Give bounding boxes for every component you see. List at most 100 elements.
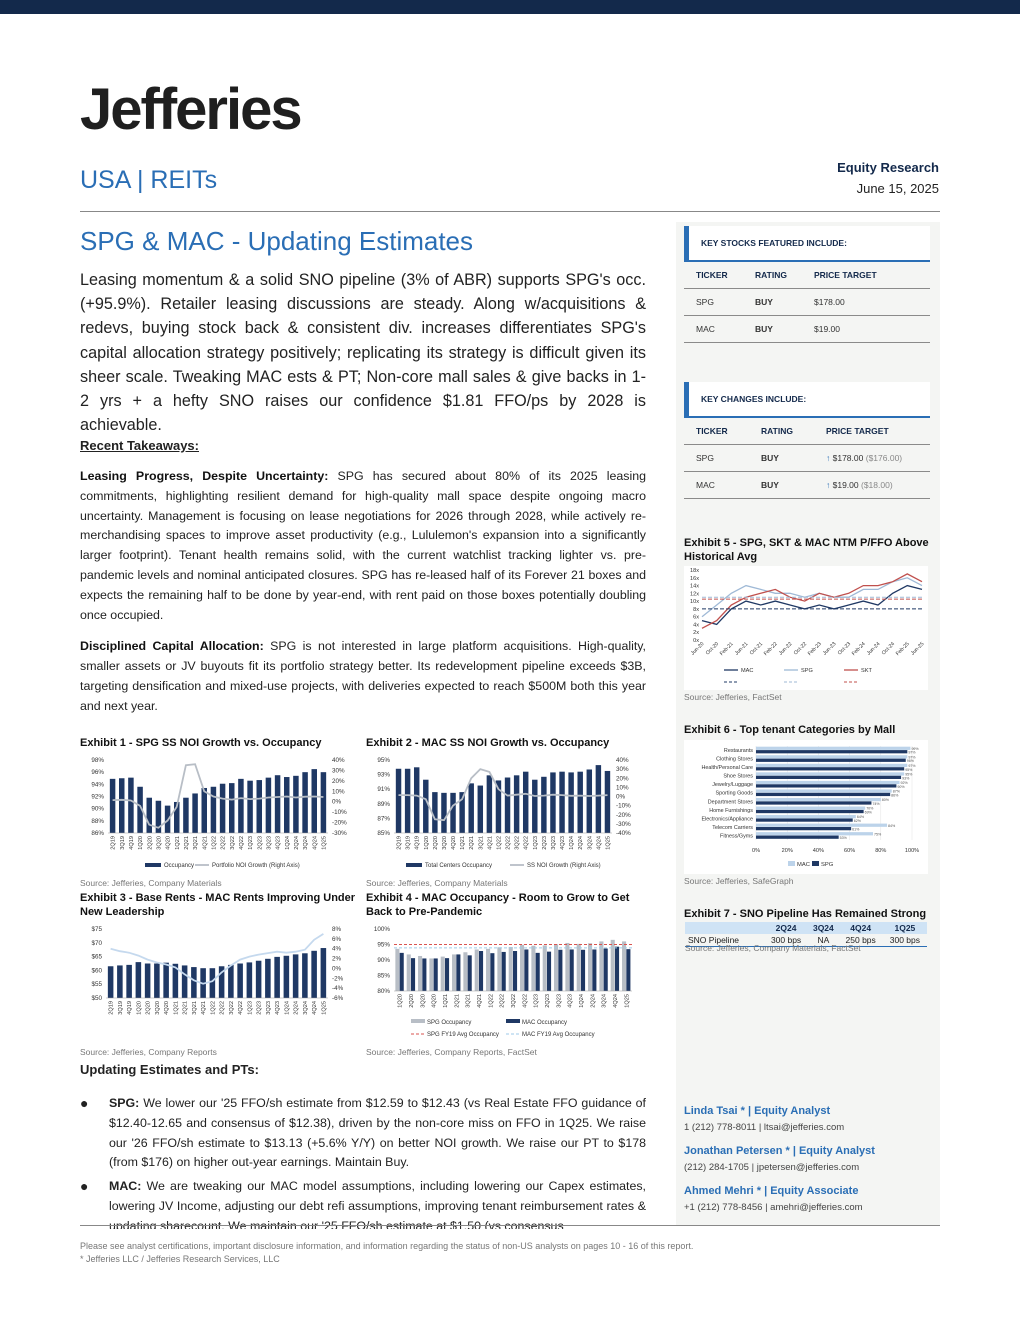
occupancy-bar bbox=[513, 775, 520, 833]
region-label: USA | REITs bbox=[80, 166, 218, 194]
x-tick-label: 3Q22 bbox=[511, 994, 517, 1008]
x-tick-label: 2Q24 bbox=[294, 836, 300, 850]
updating-bullets: ● SPG: We lower our '25 FFO/sh estimate f… bbox=[80, 1094, 646, 1229]
y-tick-label: 85% bbox=[377, 830, 390, 837]
series-line-skt bbox=[701, 573, 923, 629]
exhibit-1-chart: 98% 96% 94% 92% 90% 88% 86% 40% 30% 20% 10% 0% -10% -… bbox=[91, 757, 347, 869]
ticker-cell: SPG bbox=[684, 444, 749, 472]
x-tick-label: 4Q23 bbox=[276, 836, 282, 850]
occupancy-bar bbox=[119, 778, 125, 833]
data-label: 61% bbox=[852, 828, 860, 832]
occupancy-bar bbox=[468, 783, 474, 833]
x-tick-label: 2Q20 bbox=[147, 836, 153, 850]
x-tick-label: 1Q20 bbox=[424, 836, 430, 850]
occupancy-bar bbox=[586, 769, 593, 833]
occupancy-bar bbox=[292, 954, 299, 998]
x-tick-label: 1Q24 bbox=[285, 836, 291, 850]
exhibit-4-source: Source: Jefferies, Company Reports, Fact… bbox=[366, 1047, 537, 1057]
occupancy-bar bbox=[293, 775, 299, 833]
spg-occupancy-bar bbox=[542, 945, 547, 991]
key-changes-heading: KEY CHANGES INCLUDE: bbox=[701, 394, 807, 404]
x-tick-label: 4Q23 bbox=[560, 836, 566, 850]
exhibit-7-source: Source: Jefferies, Company Materials, Fa… bbox=[685, 943, 861, 953]
data-label: 97% bbox=[908, 764, 916, 768]
x-tick-label: 4Q20 bbox=[166, 836, 172, 850]
spg-occupancy-bar bbox=[531, 945, 536, 991]
analyst-name: Jonathan Petersen * | Equity Analyst bbox=[684, 1145, 875, 1157]
legend-swatch-spg bbox=[411, 1019, 425, 1023]
header-divider bbox=[80, 211, 940, 212]
department-label: Equity Research bbox=[837, 160, 939, 175]
category-label: Restaurants bbox=[724, 748, 753, 754]
legend-label: SPG Occupancy bbox=[427, 1020, 471, 1026]
x-tick-label: 2Q19 bbox=[109, 1001, 115, 1015]
exhibit-7-title: Exhibit 7 - SNO Pipeline Has Remained St… bbox=[684, 908, 927, 920]
spg-occupancy-bar bbox=[565, 942, 570, 991]
y-tick-label: $55 bbox=[91, 981, 102, 988]
x-tick-label: Jun-22 bbox=[778, 641, 794, 657]
data-label: 95% bbox=[905, 772, 913, 776]
pt-previous: ($18.00) bbox=[861, 480, 893, 490]
analyst-3: Ahmed Mehri * | Equity Associate +1 (212… bbox=[684, 1185, 863, 1213]
x-tick-label: 3Q20 bbox=[442, 836, 448, 850]
pt-value: $178.00 bbox=[832, 453, 864, 463]
legend-label: Occupancy bbox=[164, 863, 194, 869]
spg-bar bbox=[756, 758, 906, 762]
table-cell: 300 bps bbox=[882, 934, 927, 947]
disclosure-note: Please see analyst certifications, impor… bbox=[80, 1241, 694, 1251]
x-tick-label: 3Q23 bbox=[266, 1001, 272, 1015]
mac-occupancy-bar bbox=[513, 951, 518, 991]
x-tick-label: 4Q23 bbox=[275, 1001, 281, 1015]
legend-label: SPG bbox=[821, 862, 834, 868]
occupancy-bar bbox=[247, 780, 253, 833]
x-tick-label: 1Q21 bbox=[175, 836, 181, 850]
mac-bar bbox=[756, 755, 908, 759]
x-tick-label: 1Q23 bbox=[248, 836, 254, 850]
x-tick-label: 3Q20 bbox=[420, 994, 426, 1008]
spg-occupancy-bar bbox=[486, 948, 491, 991]
x-tick-label: 2Q24 bbox=[294, 1001, 300, 1015]
key-changes-header: KEY CHANGES INCLUDE: bbox=[684, 382, 930, 416]
x-tick-label: Feb-21 bbox=[719, 641, 735, 657]
analyst-2: Jonathan Petersen * | Equity Analyst (21… bbox=[684, 1145, 875, 1173]
spg-occupancy-bar bbox=[588, 943, 593, 991]
spg-bar bbox=[756, 835, 839, 839]
occupancy-bar bbox=[320, 772, 327, 833]
y-tick-label: 80% bbox=[377, 988, 390, 995]
occupancy-bar bbox=[128, 777, 134, 833]
x-tick-label: 3Q20 bbox=[155, 1001, 161, 1015]
y-tick-label: $50 bbox=[91, 995, 102, 1002]
key-stocks-heading: KEY STOCKS FEATURED INCLUDE: bbox=[701, 238, 847, 248]
occupancy-bar bbox=[302, 772, 308, 833]
exhibit-5-title: Exhibit 5 - SPG, SKT & MAC NTM P/FFO Abo… bbox=[684, 537, 929, 563]
paragraph-leasing: Leasing Progress, Despite Uncertainty: S… bbox=[80, 467, 646, 625]
x-tick-label: 4Q21 bbox=[477, 994, 483, 1008]
x-tick-label: 1Q24 bbox=[569, 836, 575, 850]
spg-occupancy-bar bbox=[418, 955, 423, 991]
x-tick-label: 1Q24 bbox=[284, 1001, 290, 1015]
x-tick-label: 1Q23 bbox=[247, 1001, 253, 1015]
occupancy-bar bbox=[404, 768, 411, 833]
spg-occupancy-bar bbox=[622, 941, 627, 991]
table-header-row: 2Q24 3Q24 4Q24 1Q25 bbox=[685, 922, 927, 934]
category-label: Clothing Stores bbox=[716, 757, 753, 763]
occupancy-bar bbox=[302, 953, 308, 998]
mac-bar bbox=[756, 746, 911, 750]
mac-occupancy-bar bbox=[524, 949, 529, 991]
x-tick-label: 4Q20 bbox=[432, 994, 438, 1008]
x-tick-label: 100% bbox=[905, 848, 919, 854]
bullet-mac: ● MAC: We are tweaking our MAC model assu… bbox=[80, 1177, 646, 1229]
spg-occupancy-bar bbox=[576, 943, 581, 991]
occupancy-bar bbox=[238, 778, 244, 833]
col-ticker: TICKER bbox=[684, 416, 749, 445]
y-tick-label: 4x bbox=[693, 622, 699, 628]
data-label: 87% bbox=[893, 790, 901, 794]
occupancy-bar bbox=[604, 770, 611, 833]
takeaways-section: Recent Takeaways: Leasing Progress, Desp… bbox=[80, 438, 646, 717]
y2-tick-label: 20% bbox=[616, 775, 629, 782]
spg-bar bbox=[756, 784, 897, 788]
spg-bar bbox=[756, 792, 891, 797]
occupancy-bar bbox=[459, 792, 465, 833]
growth-line bbox=[110, 933, 324, 985]
